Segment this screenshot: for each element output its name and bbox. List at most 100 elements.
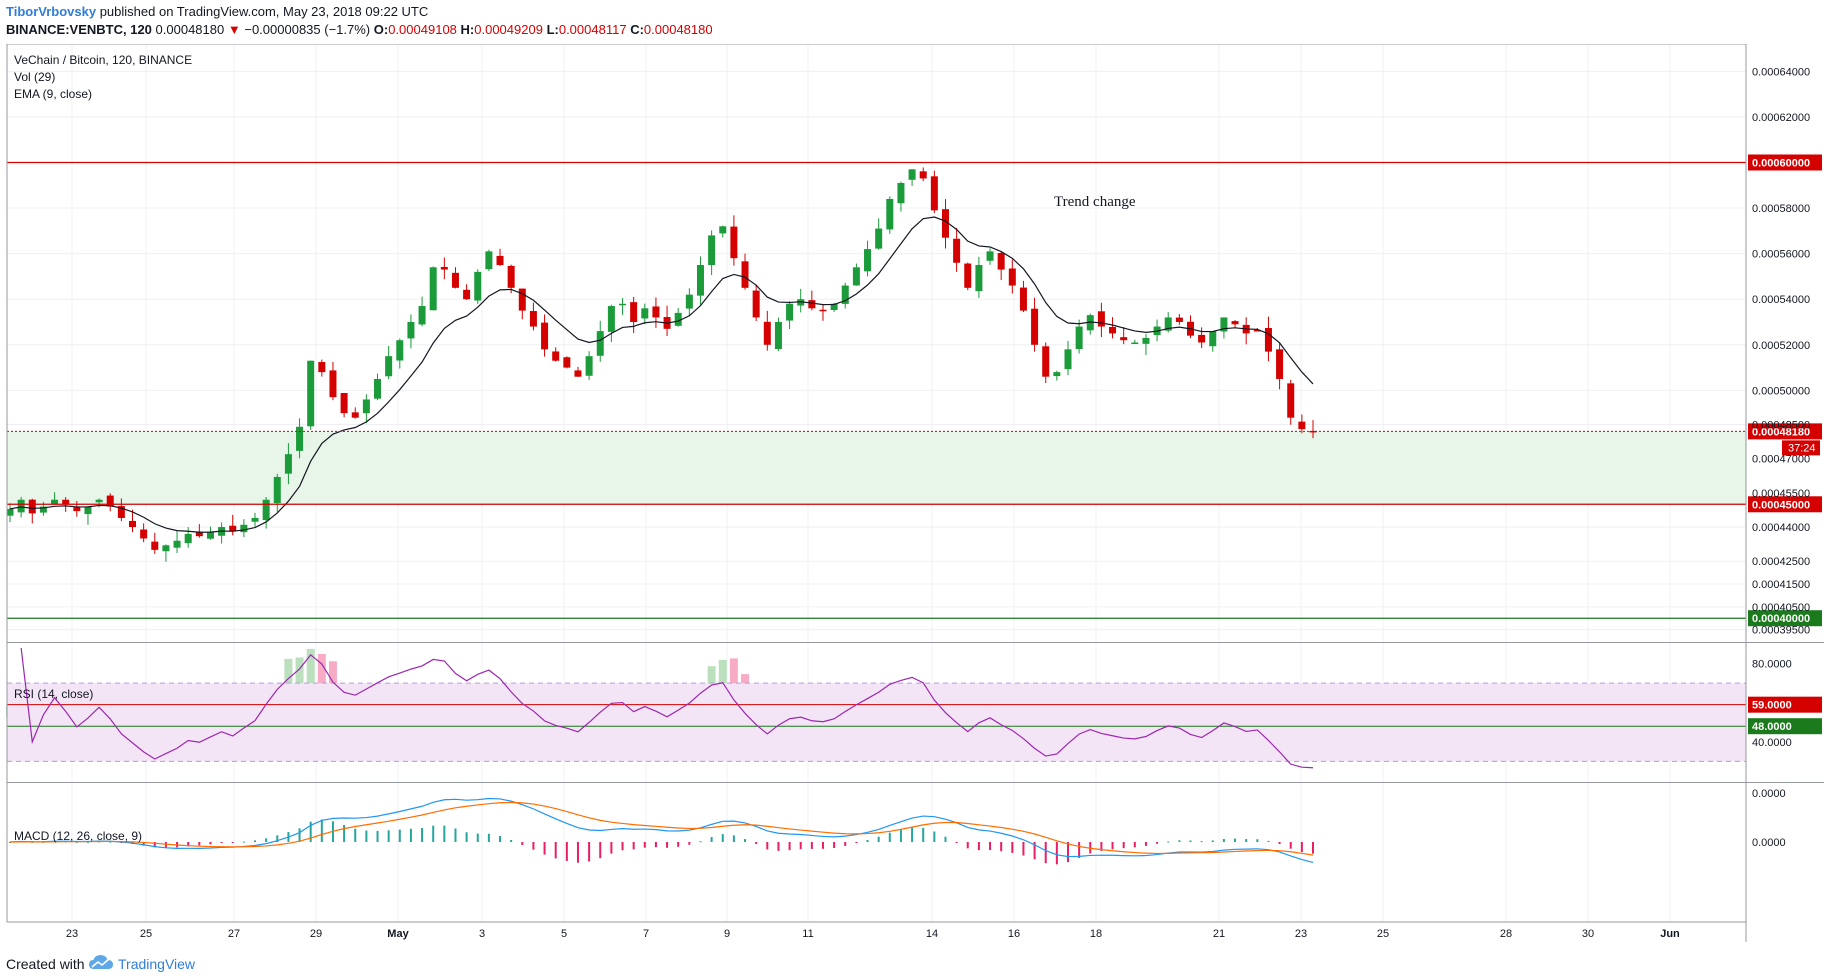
macd-histogram-bar — [309, 821, 312, 842]
macd-histogram-bar — [1289, 842, 1292, 849]
last-price-label: 0.00048180 — [1752, 426, 1810, 438]
y-tick-label: 0.00064000 — [1752, 66, 1810, 78]
candle-body — [685, 294, 693, 309]
candle-body — [964, 263, 972, 288]
candle-body — [73, 507, 81, 512]
macd-histogram-bar — [164, 842, 167, 848]
macd-histogram-bar — [1022, 842, 1025, 856]
macd-histogram-bar — [1033, 842, 1036, 860]
close-value: 0.00048180 — [643, 22, 713, 37]
candle-body — [574, 370, 582, 377]
macd-histogram-bar — [254, 840, 257, 842]
candle-body — [819, 309, 827, 312]
macd-histogram-bar — [799, 842, 802, 850]
macd-histogram-bar — [1278, 842, 1281, 845]
rsi-line — [20, 647, 1314, 769]
macd-histogram-bar — [86, 841, 89, 843]
candle-body — [908, 169, 916, 180]
macd-pane: 0.0000 0.0000 — [9, 788, 1786, 865]
rsi-level-label: 48.0000 — [1752, 721, 1792, 733]
rsi-tick-label: 80.0000 — [1752, 659, 1792, 671]
macd-histogram-bar — [510, 839, 513, 842]
macd-histogram-bar — [153, 842, 156, 848]
x-tick-label: 16 — [1008, 928, 1020, 940]
y-tick-label: 0.00058000 — [1752, 203, 1810, 215]
macd-histogram-bar — [209, 842, 212, 845]
macd-histogram-bar — [1300, 842, 1303, 853]
candle-body — [284, 454, 292, 474]
symbol-label: BINANCE:VENBTC, 120 — [6, 22, 152, 37]
macd-histogram-bar — [1267, 840, 1270, 842]
macd-histogram-bar — [443, 825, 446, 842]
volume-legend: Vol (29) — [14, 70, 55, 84]
x-tick-label: 25 — [1377, 928, 1389, 940]
y-tick-label: 0.00047000 — [1752, 454, 1810, 466]
candle-body — [17, 499, 25, 513]
candle-body — [463, 289, 471, 300]
macd-histogram-bar — [666, 842, 669, 848]
tradingview-cloud-icon — [89, 955, 113, 969]
low-label: L: — [546, 22, 559, 37]
x-tick-label: 30 — [1582, 928, 1594, 940]
candle-body — [1086, 315, 1094, 331]
candle-body — [786, 303, 794, 321]
chart-canvas[interactable]: 0.00060000 0.00045000 0.00040000 0.00048180… — [0, 44, 1824, 942]
candle-body — [1042, 346, 1050, 377]
macd-histogram-bar — [142, 842, 145, 846]
candle-body — [763, 321, 771, 345]
macd-histogram-bar — [944, 836, 947, 842]
macd-histogram-bar — [1078, 842, 1081, 858]
tradingview-brand[interactable]: TradingView — [118, 956, 196, 972]
candle-body — [140, 529, 148, 539]
candle-body — [585, 356, 593, 376]
macd-histogram-bar — [387, 830, 390, 842]
countdown-label: 37:24 — [1788, 442, 1816, 454]
candle-body — [229, 525, 237, 532]
candle-body — [1264, 327, 1272, 352]
y-tick-label: 0.00052000 — [1752, 340, 1810, 352]
candle-body — [1131, 342, 1139, 344]
x-tick-label: 14 — [926, 928, 938, 940]
y-tick-label: 0.00048500 — [1752, 420, 1810, 432]
macd-histogram-bar — [198, 842, 201, 846]
low-value: 0.00048117 — [558, 22, 627, 37]
macd-histogram-bar — [454, 828, 457, 842]
candle-body — [953, 238, 961, 263]
macd-histogram-bar — [1245, 839, 1248, 842]
change-arrow: ▼ — [227, 22, 241, 37]
candle-body — [1198, 334, 1206, 343]
macd-histogram-bar — [1167, 841, 1170, 843]
macd-histogram-bar — [1133, 842, 1136, 848]
macd-histogram-bar — [320, 819, 323, 842]
y-tick-label: 0.00039500 — [1752, 625, 1810, 637]
author-link[interactable]: TiborVrbovsky — [6, 4, 97, 19]
macd-histogram-bar — [1066, 842, 1069, 863]
candle-body — [1097, 311, 1105, 327]
candle-body — [886, 198, 894, 230]
macd-histogram-bar — [621, 842, 624, 851]
macd-histogram-bar — [744, 839, 747, 842]
candle-body — [596, 331, 604, 356]
macd-histogram-bar — [588, 842, 591, 862]
x-tick-label: 25 — [140, 928, 152, 940]
candle-body — [941, 209, 949, 238]
macd-histogram-bar — [1222, 838, 1225, 842]
candle-body — [385, 356, 393, 377]
candle-body — [1220, 317, 1228, 332]
price-level-label: 0.00045000 — [1752, 499, 1810, 511]
candle-body — [496, 255, 504, 266]
candle-body — [830, 303, 838, 310]
y-tick-label: 0.00056000 — [1752, 249, 1810, 261]
candle-body — [162, 545, 170, 552]
macd-histogram-bar — [766, 842, 769, 850]
macd-tick-label: 0.0000 — [1752, 837, 1786, 849]
candle-body — [864, 249, 872, 272]
price-level-label: 0.00040000 — [1752, 613, 1810, 625]
macd-histogram-bar — [265, 838, 268, 842]
macd-histogram-bar — [688, 842, 691, 845]
candle-body — [741, 261, 749, 288]
candle-body — [1008, 268, 1016, 286]
macd-histogram-bar — [476, 833, 479, 842]
macd-histogram-bar — [833, 842, 836, 848]
ohlc-line: BINANCE:VENBTC, 120 0.00048180 ▼ −0.0000… — [6, 22, 713, 37]
